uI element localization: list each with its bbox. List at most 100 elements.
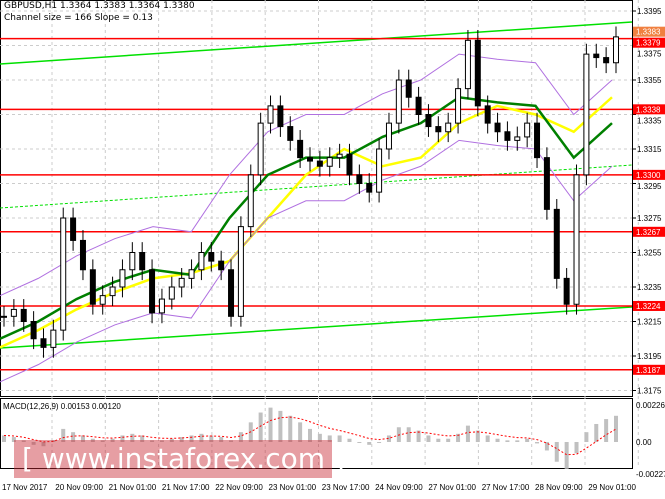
macd-bar	[436, 438, 441, 442]
level-label-bg	[633, 226, 665, 237]
level-label: 1.3267	[636, 228, 661, 237]
macd-bar	[347, 438, 352, 442]
macd-bar	[288, 415, 293, 442]
macd-bar	[209, 435, 214, 442]
macd-bar	[554, 442, 559, 462]
candle-body	[60, 217, 67, 331]
macd-bar	[327, 435, 332, 442]
macd-bar	[100, 440, 105, 442]
candle-body	[30, 321, 37, 340]
x-tick-label: 21 Nov 17:00	[162, 483, 210, 492]
candle-body	[553, 208, 560, 279]
macd-bar	[189, 435, 194, 442]
macd-bar	[416, 430, 421, 442]
x-tick-label: 17 Nov 2017	[2, 483, 48, 492]
candle-body	[297, 139, 304, 159]
x-tick-label: 21 Nov 01:00	[109, 483, 157, 492]
level-label-bg	[633, 300, 665, 311]
macd-bar	[475, 430, 480, 442]
macd-bar	[357, 442, 362, 443]
y-tick-label: 1.3295	[637, 182, 662, 191]
macd-bar	[406, 427, 411, 442]
macd-signal-line	[3, 416, 617, 456]
macd-bar	[614, 415, 618, 442]
candle-body	[385, 122, 392, 150]
macd-bar	[367, 442, 372, 445]
macd-tick-label: -0.00227	[636, 470, 665, 479]
candle-body	[10, 308, 17, 317]
candle-body	[307, 157, 313, 162]
x-tick-label: 20 Nov 09:00	[55, 483, 103, 492]
macd-bar	[229, 440, 234, 442]
y-tick-label: 1.3175	[637, 387, 662, 396]
y-tick-label: 1.3355	[637, 76, 662, 85]
candle-body	[40, 338, 47, 348]
candle-body	[237, 226, 244, 317]
candle-body	[356, 174, 363, 184]
candle-body	[277, 105, 284, 128]
level-label-bg	[633, 37, 665, 48]
watermark: [ www.instaforex.com ]	[14, 440, 345, 478]
y-tick-label: 1.3395	[637, 7, 662, 16]
macd-bar	[31, 442, 36, 445]
candle-body	[208, 252, 215, 262]
macd-bar	[456, 433, 461, 442]
candle-body	[583, 53, 590, 176]
macd-bar	[278, 410, 283, 442]
candle-body	[603, 57, 610, 64]
macd-bar	[446, 438, 451, 442]
level-label: 1.3379	[636, 39, 661, 48]
x-tick-label: 28 Nov 09:00	[535, 483, 583, 492]
macd-bar	[377, 442, 382, 443]
macd-bar	[426, 435, 431, 442]
macd-bar	[61, 428, 66, 442]
macd-bar	[90, 438, 95, 442]
candle-body	[514, 136, 521, 141]
y-tick-label: 1.3375	[637, 50, 662, 59]
macd-frame	[0, 398, 633, 469]
candle-body	[188, 269, 195, 279]
ma-slow-line	[0, 95, 613, 340]
macd-bar	[574, 442, 579, 454]
candle-body	[20, 308, 27, 322]
candle-body	[168, 286, 175, 300]
candle-body	[484, 105, 491, 124]
candle-body	[563, 277, 570, 305]
candle-body	[139, 252, 146, 271]
macd-bar	[337, 435, 342, 442]
candle-body	[474, 39, 481, 107]
macd-tick-label: 0.00226	[636, 401, 665, 410]
candle-body	[267, 105, 274, 124]
macd-tick-label: 0.00	[636, 438, 652, 447]
macd-bar	[584, 432, 589, 442]
candle-body	[445, 122, 452, 133]
macd-bar	[130, 433, 135, 442]
candle-body	[109, 286, 116, 297]
macd-bar	[140, 435, 145, 442]
macd-bar	[495, 438, 500, 442]
candle-body	[425, 114, 432, 128]
x-tick-label: 27 Nov 01:00	[428, 483, 476, 492]
macd-bar	[51, 440, 56, 442]
macd-bar	[535, 442, 540, 444]
candle-body	[455, 88, 462, 124]
level-label: 1.3300	[636, 171, 661, 180]
candle-body	[119, 269, 126, 288]
macd-bar	[298, 422, 303, 442]
candle-body	[534, 122, 541, 159]
candle-body	[376, 148, 383, 193]
candle-body	[228, 269, 235, 317]
y-tick-label: 1.3275	[637, 214, 662, 223]
candle-body	[1, 315, 7, 318]
y-tick-label: 1.3195	[637, 352, 662, 361]
x-tick-label: 24 Nov 09:00	[375, 483, 423, 492]
level-label-bg	[633, 104, 665, 115]
macd-bar	[159, 440, 164, 442]
candle-body	[158, 298, 165, 314]
level-label-bg	[633, 169, 665, 180]
macd-bar	[21, 440, 26, 442]
candle-body	[435, 126, 442, 133]
level-label: 1.3338	[636, 105, 661, 114]
candle-body	[218, 260, 225, 271]
